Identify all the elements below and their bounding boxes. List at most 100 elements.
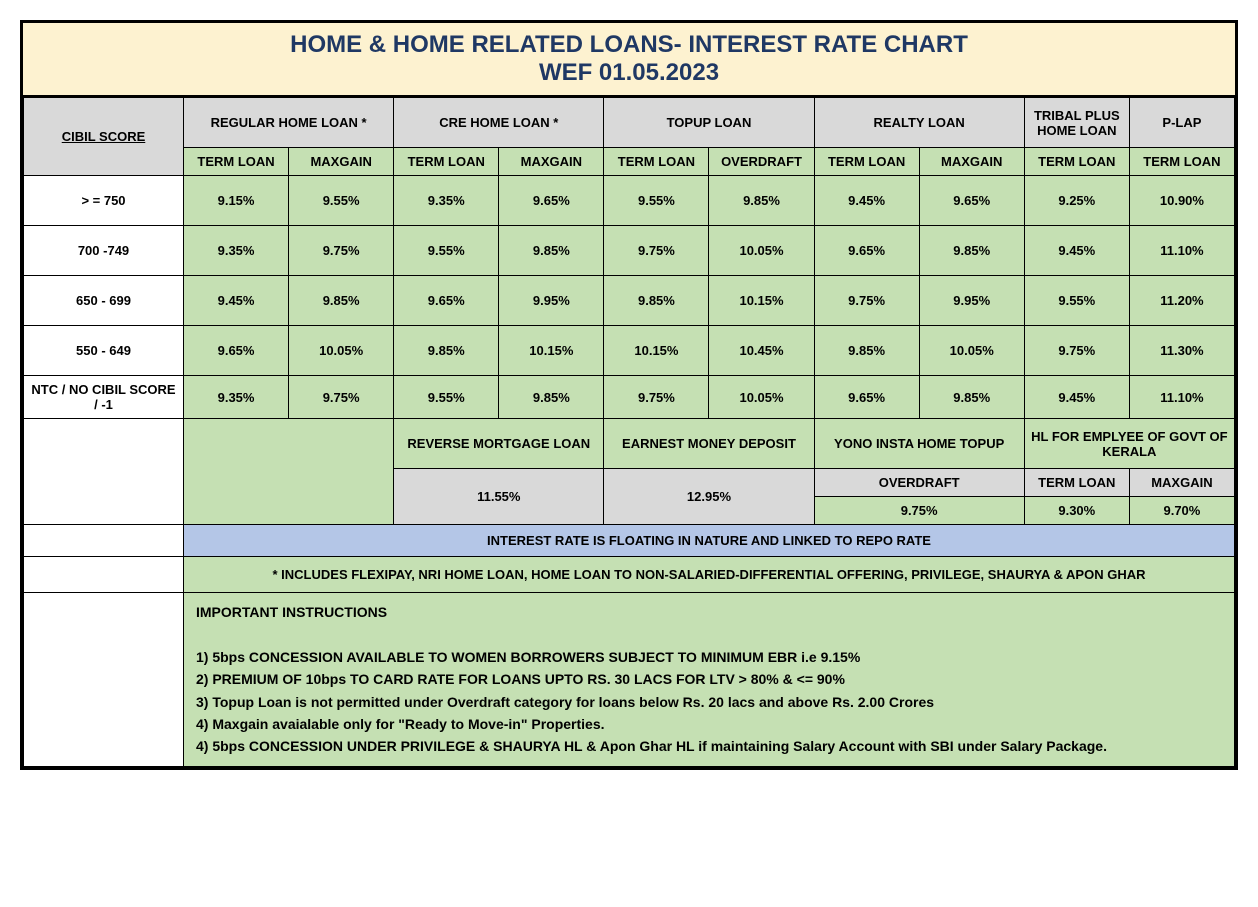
sub-term-loan: TERM LOAN [1024, 148, 1129, 176]
chart-title: HOME & HOME RELATED LOANS- INTEREST RATE… [23, 23, 1235, 97]
kerala-maxgain-rate: 9.70% [1129, 497, 1234, 525]
product-kerala: HL FOR EMPLYEE OF GOVT OF KERALA [1024, 419, 1234, 469]
kerala-term-header: TERM LOAN [1024, 469, 1129, 497]
note-row-floating: INTEREST RATE IS FLOATING IN NATURE AND … [24, 525, 1235, 557]
sub-maxgain: MAXGAIN [499, 148, 604, 176]
rate-cell: 9.65% [814, 226, 919, 276]
empty-cell [24, 557, 184, 593]
rate-cell: 9.85% [814, 326, 919, 376]
rate-cell: 9.25% [1024, 176, 1129, 226]
table-row: NTC / NO CIBIL SCORE / -1 9.35% 9.75% 9.… [24, 376, 1235, 419]
cibil-score: 550 - 649 [24, 326, 184, 376]
rate-cell: 9.75% [814, 276, 919, 326]
sub-overdraft: OVERDRAFT [709, 148, 814, 176]
rate-cell: 9.15% [184, 176, 289, 226]
rate-cell: 10.45% [709, 326, 814, 376]
table-row: 650 - 699 9.45% 9.85% 9.65% 9.95% 9.85% … [24, 276, 1235, 326]
title-line-1: HOME & HOME RELATED LOANS- INTEREST RATE… [290, 31, 968, 58]
product-reverse-mortgage: REVERSE MORTGAGE LOAN [394, 419, 604, 469]
kerala-term-rate: 9.30% [1024, 497, 1129, 525]
product-realty: REALTY LOAN [814, 98, 1024, 148]
rate-cell: 10.15% [499, 326, 604, 376]
cibil-header: CIBIL SCORE [24, 98, 184, 176]
yono-subheader: OVERDRAFT [814, 469, 1024, 497]
note-row-includes: * INCLUDES FLEXIPAY, NRI HOME LOAN, HOME… [24, 557, 1235, 593]
sub-maxgain: MAXGAIN [289, 148, 394, 176]
rate-cell: 9.75% [289, 226, 394, 276]
rate-cell: 10.15% [709, 276, 814, 326]
rate-cell: 9.75% [289, 376, 394, 419]
instructions-title: IMPORTANT INSTRUCTIONS [196, 604, 387, 620]
instructions-block: IMPORTANT INSTRUCTIONS 1) 5bps CONCESSIO… [184, 593, 1235, 767]
sub-maxgain: MAXGAIN [919, 148, 1024, 176]
rate-cell: 9.35% [184, 376, 289, 419]
empty-cell [24, 593, 184, 767]
table-row: 550 - 649 9.65% 10.05% 9.85% 10.15% 10.1… [24, 326, 1235, 376]
rate-cell: 9.55% [1024, 276, 1129, 326]
product-topup: TOPUP LOAN [604, 98, 814, 148]
title-line-2: WEF 01.05.2023 [539, 59, 719, 86]
rate-cell: 9.85% [394, 326, 499, 376]
rate-cell: 9.55% [394, 376, 499, 419]
rate-cell: 10.15% [604, 326, 709, 376]
rate-cell: 9.85% [919, 376, 1024, 419]
rate-cell: 9.75% [604, 376, 709, 419]
rate-cell: 9.85% [919, 226, 1024, 276]
rate-cell: 9.45% [1024, 376, 1129, 419]
sub-term-loan: TERM LOAN [394, 148, 499, 176]
rate-cell: 10.05% [709, 226, 814, 276]
rate-cell: 9.55% [394, 226, 499, 276]
product-cre: CRE HOME LOAN * [394, 98, 604, 148]
cibil-score: > = 750 [24, 176, 184, 226]
rate-cell: 11.30% [1129, 326, 1234, 376]
instruction-item: 4) 5bps CONCESSION UNDER PRIVILEGE & SHA… [196, 738, 1107, 754]
instruction-item: 2) PREMIUM OF 10bps TO CARD RATE FOR LOA… [196, 671, 845, 687]
rate-cell: 9.75% [1024, 326, 1129, 376]
note-includes: * INCLUDES FLEXIPAY, NRI HOME LOAN, HOME… [184, 557, 1235, 593]
sub-term-loan: TERM LOAN [814, 148, 919, 176]
empty-cell [24, 525, 184, 557]
rate-cell: 9.85% [499, 226, 604, 276]
rate-chart-container: HOME & HOME RELATED LOANS- INTEREST RATE… [20, 20, 1238, 770]
secondary-header-row: REVERSE MORTGAGE LOAN EARNEST MONEY DEPO… [24, 419, 1235, 469]
rate-cell: 9.65% [919, 176, 1024, 226]
rate-cell: 9.95% [499, 276, 604, 326]
yono-rate: 9.75% [814, 497, 1024, 525]
rate-cell: 9.75% [604, 226, 709, 276]
rate-cell: 9.65% [184, 326, 289, 376]
rate-cell: 9.65% [814, 376, 919, 419]
rate-cell: 9.85% [289, 276, 394, 326]
rate-cell: 9.45% [814, 176, 919, 226]
empty-cell [24, 419, 184, 525]
product-tribal: TRIBAL PLUS HOME LOAN [1024, 98, 1129, 148]
earnest-rate: 12.95% [604, 469, 814, 525]
rate-cell: 9.45% [1024, 226, 1129, 276]
rate-cell: 9.35% [184, 226, 289, 276]
product-regular: REGULAR HOME LOAN * [184, 98, 394, 148]
header-row-subtypes: TERM LOAN MAXGAIN TERM LOAN MAXGAIN TERM… [24, 148, 1235, 176]
rate-cell: 9.85% [709, 176, 814, 226]
rate-cell: 9.65% [499, 176, 604, 226]
sub-term-loan: TERM LOAN [1129, 148, 1234, 176]
header-row-products: CIBIL SCORE REGULAR HOME LOAN * CRE HOME… [24, 98, 1235, 148]
table-row: 700 -749 9.35% 9.75% 9.55% 9.85% 9.75% 1… [24, 226, 1235, 276]
kerala-maxgain-header: MAXGAIN [1129, 469, 1234, 497]
sub-term-loan: TERM LOAN [604, 148, 709, 176]
rate-cell: 9.55% [604, 176, 709, 226]
sub-term-loan: TERM LOAN [184, 148, 289, 176]
cibil-score: NTC / NO CIBIL SCORE / -1 [24, 376, 184, 419]
rate-cell: 9.95% [919, 276, 1024, 326]
instruction-item: 1) 5bps CONCESSION AVAILABLE TO WOMEN BO… [196, 649, 860, 665]
rate-cell: 10.05% [289, 326, 394, 376]
cibil-score: 650 - 699 [24, 276, 184, 326]
rate-cell: 9.55% [289, 176, 394, 226]
empty-cell [184, 419, 394, 525]
reverse-mortgage-rate: 11.55% [394, 469, 604, 525]
product-earnest: EARNEST MONEY DEPOSIT [604, 419, 814, 469]
rate-cell: 9.45% [184, 276, 289, 326]
instruction-item: 3) Topup Loan is not permitted under Ove… [196, 694, 934, 710]
rate-cell: 9.85% [499, 376, 604, 419]
rate-cell: 11.10% [1129, 376, 1234, 419]
note-floating: INTEREST RATE IS FLOATING IN NATURE AND … [184, 525, 1235, 557]
rate-cell: 9.35% [394, 176, 499, 226]
